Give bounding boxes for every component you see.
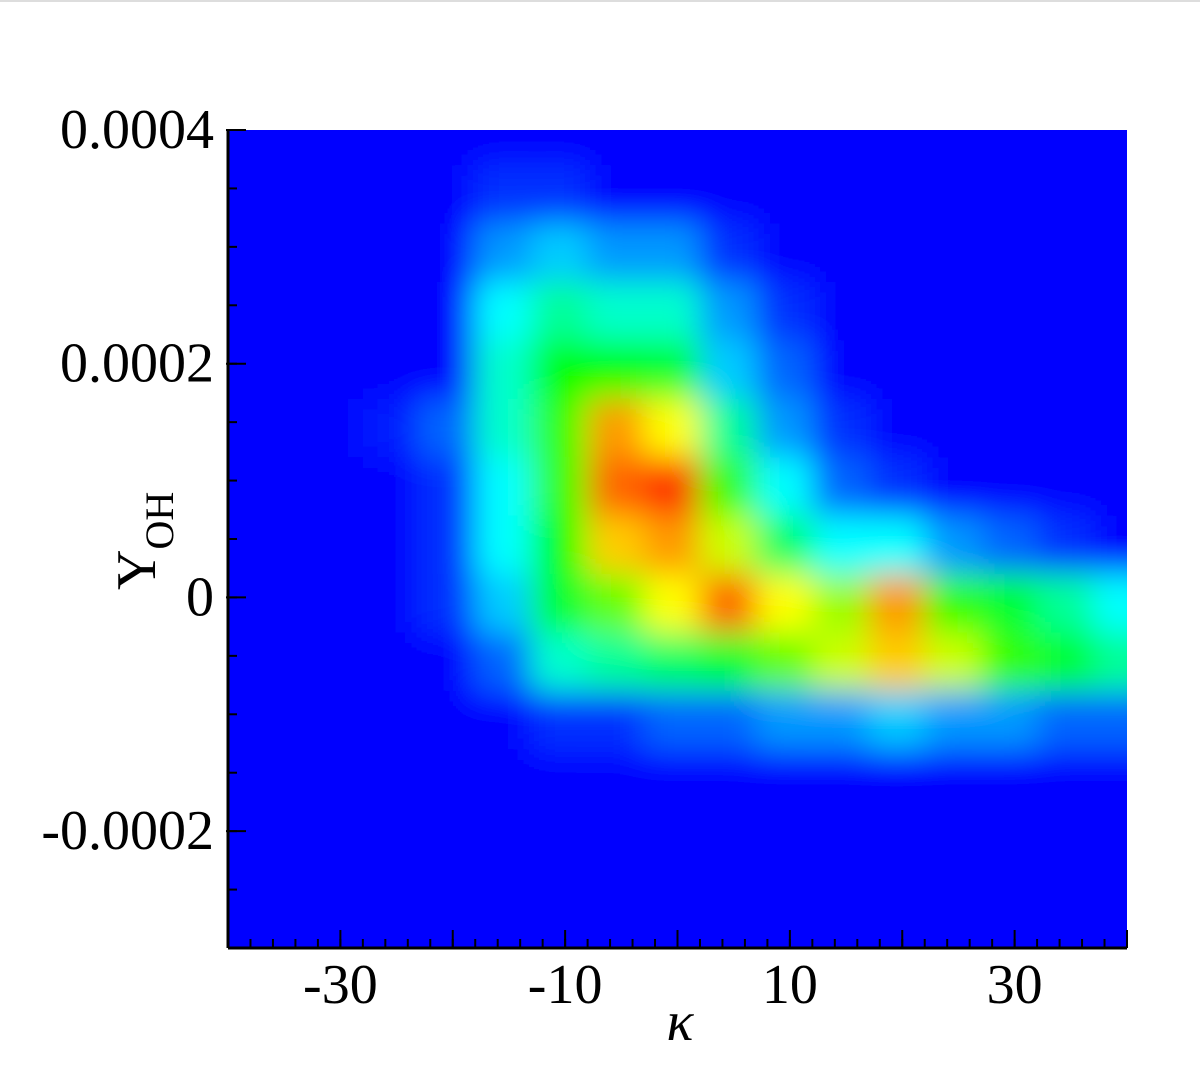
heatmap-cells [228, 130, 1127, 948]
x-tick-label: 10 [762, 954, 818, 1016]
heatmap-cell [1093, 503, 1127, 575]
x-axis-label: κ [667, 991, 695, 1053]
heatmap-cell [1093, 854, 1127, 925]
heatmap-cell [1093, 130, 1127, 166]
y-axis-label-sub: OH [137, 492, 182, 550]
plot-area [228, 130, 1127, 948]
y-axis-label: YOH [106, 492, 182, 590]
y-tick-label: 0.0004 [60, 99, 214, 161]
y-tick-label: 0 [186, 566, 214, 628]
x-tick-label: 30 [987, 954, 1043, 1016]
axes: -30 -10 10 30 0.0004 0.0002 0 -0.0002 [41, 99, 1128, 1016]
x-tick-label: -10 [528, 954, 603, 1016]
y-axis-label-main: Y [106, 550, 168, 590]
y-tick-label: -0.0002 [41, 800, 214, 862]
x-tick-label: -30 [303, 954, 378, 1016]
y-tick-label: 0.0002 [60, 333, 214, 395]
